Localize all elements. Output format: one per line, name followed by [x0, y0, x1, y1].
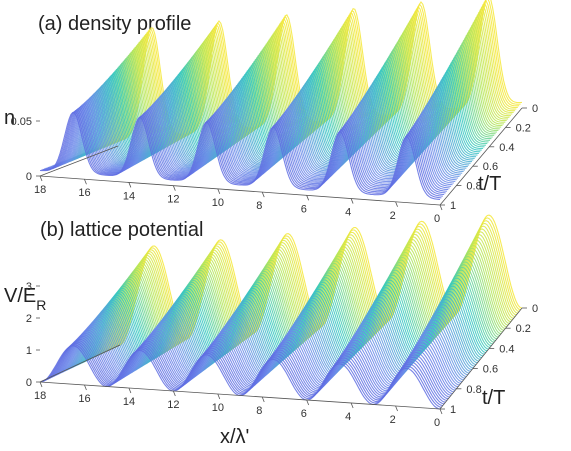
x-tick-label: 12 — [167, 399, 179, 411]
y-tick-label: 0.8 — [466, 181, 481, 193]
x-tick-mark — [439, 408, 443, 415]
y-tick-label: 0 — [532, 303, 538, 315]
x-tick-label: 12 — [167, 194, 179, 206]
x-tick-mark — [39, 381, 43, 388]
panel-potential: (b) lattice potential V/ER 0246810121416… — [4, 214, 538, 448]
panel-b-title: (b) lattice potential — [40, 219, 203, 241]
surface-line — [43, 109, 445, 196]
x-axis-line — [39, 175, 441, 206]
surface-line — [39, 111, 441, 201]
x-tick-mark — [172, 390, 176, 397]
z-tick-label: 3 — [26, 281, 32, 293]
x-tick-label: 8 — [256, 405, 262, 417]
x-tick-mark — [350, 198, 354, 204]
x-axis-line — [39, 381, 441, 410]
y-axis-line — [439, 107, 523, 206]
panel-density: (a) density profile n 02468101214161800.… — [4, 0, 538, 225]
x-tick-mark — [261, 396, 265, 403]
y-tick-label: 1 — [450, 404, 456, 416]
surface-line — [44, 341, 445, 405]
x-tick-label: 16 — [78, 393, 90, 405]
x-tick-mark — [306, 195, 310, 201]
x-tick-label: 4 — [345, 207, 351, 219]
panel-b-xlabel: x/λ' — [220, 426, 249, 448]
surface-line — [49, 104, 450, 189]
surface-line — [41, 111, 442, 199]
x-tick-mark — [128, 387, 132, 394]
panel-b-surface — [39, 214, 523, 410]
x-tick-label: 16 — [78, 187, 90, 199]
x-tick-label: 18 — [34, 390, 46, 402]
x-tick-mark — [439, 204, 443, 211]
y-tick-label: 0 — [532, 103, 538, 115]
x-tick-label: 2 — [390, 414, 396, 426]
panel-b-zlabel: V/ER — [4, 285, 46, 313]
surface-line — [45, 107, 446, 194]
x-back-edge — [39, 344, 121, 383]
z-tick-label: 2 — [26, 313, 32, 325]
y-tick-label: 1 — [450, 200, 456, 212]
y-tick-label: 0.8 — [466, 384, 481, 396]
panel-b-ylabel: t/T — [482, 387, 505, 409]
x-tick-mark — [128, 182, 132, 188]
x-tick-mark — [217, 188, 221, 195]
surface-line — [51, 102, 453, 186]
x-tick-mark — [39, 175, 43, 182]
surface-line — [46, 106, 447, 192]
y-tick-label: 0.4 — [499, 142, 514, 154]
z-tick-label: 0 — [26, 171, 32, 183]
x-tick-mark — [172, 185, 176, 191]
x-tick-label: 2 — [390, 210, 396, 222]
x-tick-mark — [217, 393, 221, 400]
x-tick-mark — [261, 191, 265, 198]
panel-b-zlabel-sub: R — [36, 297, 46, 313]
x-tick-label: 18 — [34, 184, 46, 196]
surface-line — [41, 344, 442, 408]
surface-line — [53, 100, 454, 184]
x-tick-mark — [306, 399, 310, 406]
z-tick-label: 0 — [26, 377, 32, 389]
x-tick-mark — [395, 405, 398, 412]
x-tick-label: 0 — [434, 213, 440, 225]
surface-line — [42, 110, 443, 197]
x-tick-label: 6 — [301, 203, 307, 215]
y-tick-label: 0.4 — [499, 343, 514, 355]
surface-line — [50, 103, 452, 187]
surface-line — [54, 99, 456, 182]
panel-a-ylabel: t/T — [478, 173, 501, 195]
x-tick-label: 10 — [212, 402, 224, 414]
panel-a-surface — [39, 0, 523, 201]
surface-line — [55, 98, 457, 181]
x-tick-label: 14 — [123, 190, 135, 202]
y-tick-label: 0.2 — [516, 323, 531, 335]
x-tick-mark — [350, 402, 354, 409]
y-tick-label: 0.6 — [483, 364, 498, 376]
panel-a-zlabel: n — [4, 107, 15, 129]
y-axis-line — [439, 307, 523, 410]
z-tick-label: 1 — [26, 345, 32, 357]
x-tick-label: 10 — [212, 197, 224, 209]
y-tick-label: 0.2 — [516, 122, 531, 134]
z-tick-label: 0.05 — [11, 116, 32, 128]
panel-b-zlabel-main: V/E — [4, 285, 36, 307]
x-tick-label: 0 — [434, 417, 440, 429]
surface-line — [47, 105, 449, 191]
x-tick-label: 8 — [256, 200, 262, 212]
x-tick-label: 4 — [345, 411, 351, 423]
x-tick-label: 14 — [123, 396, 135, 408]
x-tick-mark — [84, 384, 87, 391]
surface-line — [45, 340, 446, 403]
surface-line — [42, 342, 443, 407]
x-tick-mark — [84, 179, 87, 185]
y-tick-label: 0.6 — [483, 161, 498, 173]
panel-a-title: (a) density profile — [38, 13, 191, 35]
x-back-edge — [39, 145, 119, 177]
x-tick-label: 6 — [301, 408, 307, 420]
x-tick-mark — [395, 201, 398, 207]
